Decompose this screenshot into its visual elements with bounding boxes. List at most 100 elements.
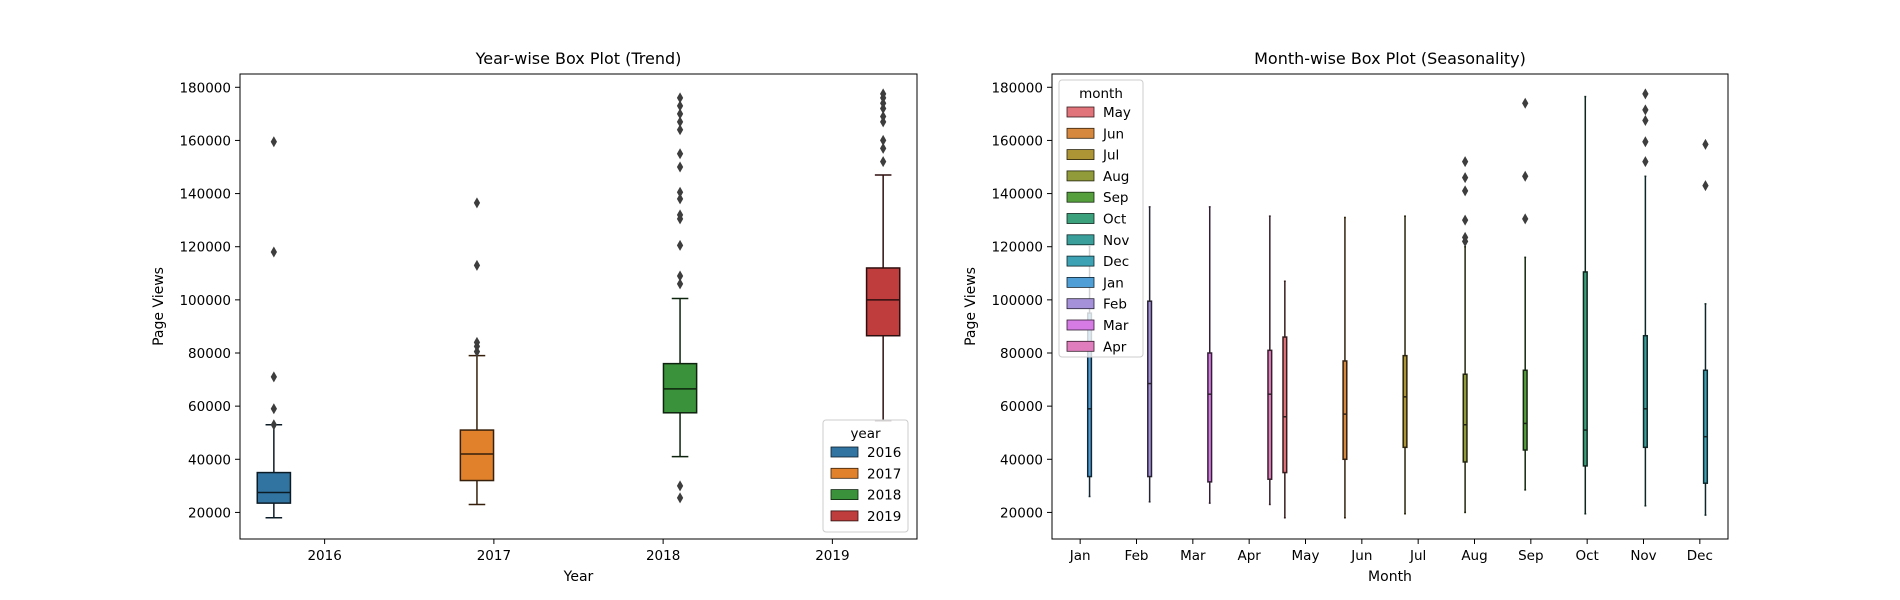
outlier-point [1642, 88, 1649, 100]
box-body [459, 429, 495, 482]
legend-swatch-Aug [1066, 170, 1095, 182]
legend-label-Sep: Sep [1103, 190, 1128, 206]
x-tick-label: Mar [1180, 548, 1206, 564]
legend: month May Jun Jul Aug Sep Oct Nov Dec Jan Feb Mar Ap… [1058, 79, 1144, 358]
chart-panel-month: Month-wise Box Plot (Seasonality) Month Pa… [963, 49, 1729, 585]
y-tick-label: 140000 [991, 187, 1043, 203]
chart-title: Month-wise Box Plot (Seasonality) [1254, 49, 1526, 68]
box-Sep [1522, 97, 1529, 491]
outlier-point [1461, 172, 1469, 184]
outlier-point [676, 108, 684, 120]
legend-label-Nov: Nov [1103, 233, 1129, 249]
y-axis-label: Page Views [151, 267, 167, 346]
box-Feb [1147, 206, 1153, 503]
y-tick-label: 120000 [179, 240, 231, 256]
outlier-point [880, 111, 887, 123]
legend-label-Aug: Aug [1103, 169, 1129, 185]
legend-label-Mar: Mar [1103, 318, 1129, 334]
x-tick-label: 2016 [307, 548, 341, 564]
outlier-point [270, 419, 277, 431]
x-tick-label: Feb [1125, 548, 1149, 564]
legend-swatch-Jul [1066, 149, 1095, 161]
y-tick-label: 160000 [991, 133, 1043, 149]
legend-label-Oct: Oct [1103, 212, 1126, 228]
legend-swatch-2017 [830, 467, 859, 479]
x-axis-label: Year [563, 569, 594, 585]
outlier-point [880, 134, 887, 146]
box-body [865, 267, 901, 337]
y-tick-label: 40000 [1000, 452, 1043, 468]
x-tick-label: Nov [1630, 548, 1656, 564]
y-tick-label: 20000 [1000, 505, 1043, 521]
outlier-point [270, 371, 277, 383]
y-tick-label: 160000 [179, 133, 231, 149]
x-axis-label: Month [1368, 569, 1412, 585]
x-tick-label: Apr [1237, 548, 1261, 564]
box-body [1462, 373, 1468, 463]
y-tick-label: 40000 [188, 452, 231, 468]
x-tick-label: 2017 [477, 548, 511, 564]
outlier-point [676, 270, 684, 282]
legend-swatch-Dec [1066, 255, 1095, 267]
outlier-point [676, 193, 684, 205]
outlier-point [270, 403, 277, 415]
legend-title: month [1079, 86, 1123, 102]
plot-area [240, 74, 917, 539]
legend-swatch-2018 [830, 489, 859, 501]
legend-swatch-Mar [1066, 319, 1095, 331]
outlier-point [676, 492, 684, 504]
legend-label-2016: 2016 [867, 445, 901, 461]
box-Nov [1642, 88, 1649, 507]
legend-swatch-2016 [830, 446, 859, 458]
legend-label-2018: 2018 [867, 488, 901, 504]
x-tick-label: Aug [1461, 548, 1487, 564]
x-tick-label: Jun [1350, 548, 1372, 564]
legend-label-Jun: Jun [1102, 126, 1124, 142]
legend-label-May: May [1103, 105, 1131, 121]
outlier-point [676, 100, 684, 112]
box-body [1582, 271, 1588, 467]
legend-label-Feb: Feb [1103, 297, 1127, 313]
x-tick-label: 2019 [815, 548, 849, 564]
legend-swatch-Apr [1066, 340, 1095, 352]
outlier-point [1642, 136, 1649, 148]
box-body [1147, 300, 1153, 478]
outlier-point [1522, 213, 1529, 225]
box-Aug [1461, 156, 1469, 514]
axes-frame [239, 73, 918, 540]
box-Jun [1342, 216, 1348, 519]
y-tick-label: 140000 [179, 187, 231, 203]
box-body [1282, 336, 1288, 474]
outlier-point [1461, 214, 1469, 226]
x-tick-label: Dec [1687, 548, 1713, 564]
x-tick-label: May [1292, 548, 1320, 564]
outlier-point [676, 161, 684, 173]
y-tick-label: 180000 [179, 80, 231, 96]
box-body [256, 471, 292, 504]
y-tick-label: 100000 [991, 293, 1043, 309]
box-Apr [1267, 215, 1273, 506]
y-tick-label: 80000 [188, 346, 231, 362]
y-tick-label: 80000 [1000, 346, 1043, 362]
box-2018 [662, 92, 698, 504]
legend-label-Jan: Jan [1102, 275, 1124, 291]
box-Oct [1582, 95, 1588, 515]
outlier-point [676, 148, 684, 160]
x-tick-label: Sep [1518, 548, 1543, 564]
outlier-point [1461, 231, 1469, 243]
outlier-point [1702, 138, 1709, 150]
plot-area [1052, 74, 1728, 539]
outlier-point [676, 124, 684, 136]
outlier-point [270, 246, 277, 258]
legend-title: year [850, 426, 881, 442]
y-tick-label: 60000 [188, 399, 231, 415]
outlier-point [1642, 156, 1649, 168]
outlier-point [1702, 180, 1709, 192]
box-2016 [256, 136, 292, 519]
outlier-point [676, 92, 684, 104]
x-tick-label: 2018 [646, 548, 680, 564]
chart-panel-year: Year-wise Box Plot (Trend) Year Page Views… [151, 49, 918, 585]
box-body [1207, 352, 1213, 483]
